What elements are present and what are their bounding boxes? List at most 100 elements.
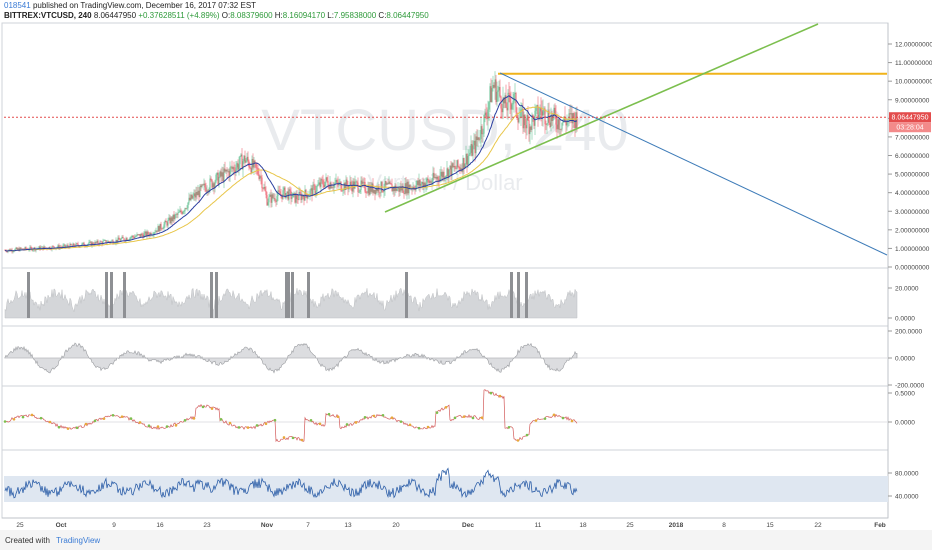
- candle-body: [119, 239, 121, 241]
- candle-body: [386, 183, 388, 185]
- candle-body: [559, 128, 561, 130]
- candle-body: [305, 189, 307, 195]
- candle-body: [73, 243, 75, 247]
- candle-body: [196, 191, 198, 196]
- downtrend-line[interactable]: [499, 72, 888, 256]
- candle-body: [428, 180, 430, 183]
- candle-body: [339, 181, 341, 183]
- candle-body: [228, 170, 230, 177]
- symbol-label[interactable]: BITTREX:VTCUSD, 240: [4, 11, 92, 20]
- time-tick-label: 23: [203, 522, 211, 529]
- momentum-marker: [156, 425, 160, 428]
- time-tick-label: Nov: [261, 522, 274, 529]
- candle-body: [278, 190, 280, 192]
- candle-body: [174, 214, 176, 220]
- candle-body: [322, 180, 324, 185]
- candle-body: [513, 93, 515, 102]
- candle-body: [233, 167, 235, 171]
- candle-body: [560, 128, 562, 130]
- candle-body: [247, 156, 249, 162]
- candle-body: [522, 108, 524, 129]
- momentum-marker: [93, 419, 97, 423]
- candle-body: [392, 187, 394, 192]
- candle-body: [136, 234, 138, 237]
- candle-body: [97, 240, 99, 244]
- candle-body: [532, 115, 534, 117]
- momentum-marker: [507, 425, 511, 429]
- candle-body: [121, 236, 123, 239]
- candle-body: [271, 194, 273, 203]
- price-tick-label: 10.00000000: [895, 79, 932, 86]
- candle-body: [194, 193, 196, 198]
- candle-body: [102, 241, 104, 245]
- candle-body: [57, 245, 59, 248]
- candle-body: [269, 194, 271, 197]
- time-axis-ticks: 25 Oct 9 16 23 Nov 7 13 20 Dec 11 18 25 2018 8 15 22 Feb: [16, 522, 885, 529]
- candle-body: [514, 93, 516, 94]
- momentum-marker: [336, 415, 340, 419]
- candle-body: [439, 176, 441, 182]
- candle-body: [176, 214, 178, 215]
- candle-body: [430, 181, 432, 183]
- rsi-series: [4, 467, 578, 499]
- candle-body: [477, 137, 479, 141]
- candle-body: [140, 233, 142, 237]
- candle-body: [398, 186, 400, 192]
- candle-body: [260, 176, 262, 178]
- watermark-description: Vertcoin / Dollar: [367, 170, 522, 195]
- candle-body: [230, 166, 232, 168]
- candle-body: [472, 145, 474, 156]
- momentum-marker: [399, 420, 403, 423]
- author-link[interactable]: 018541: [4, 1, 31, 10]
- candle-body: [561, 122, 563, 130]
- candle-body: [198, 190, 200, 198]
- momentum-marker: [516, 439, 520, 442]
- candle-body: [544, 108, 546, 125]
- ohlc-line: BITTREX:VTCUSD, 240 8.06447950 +0.376285…: [4, 11, 429, 20]
- candle-body: [259, 176, 261, 179]
- trend-drawings[interactable]: [4, 23, 888, 256]
- candle-body: [495, 79, 497, 103]
- candle-body: [39, 246, 41, 250]
- candle-body: [191, 194, 193, 199]
- candle-body: [382, 191, 384, 193]
- candle-body: [22, 248, 24, 250]
- momentum-marker: [39, 416, 43, 420]
- volume-spike: [27, 272, 30, 318]
- tradingview-logo[interactable]: TradingView: [56, 536, 101, 545]
- footer-text: Created with TradingView: [5, 536, 100, 545]
- candle-body: [279, 191, 281, 195]
- candle-body: [110, 241, 112, 243]
- chart-canvas[interactable]: VTCUSD, 240 Vertcoin / Dollar 12.0000000…: [0, 0, 932, 530]
- candle-body: [145, 231, 147, 236]
- momentum-marker: [165, 425, 169, 428]
- candle-body: [296, 194, 298, 200]
- candle-body: [464, 163, 466, 169]
- candle-body: [306, 194, 308, 199]
- candle-body: [399, 186, 401, 192]
- time-tick-label: 8: [722, 522, 726, 529]
- price-tick-label: 4.00000000: [895, 190, 930, 197]
- candle-body: [70, 243, 72, 246]
- candle-body: [503, 97, 505, 104]
- candle-body: [274, 197, 276, 201]
- candle-body: [550, 114, 552, 127]
- candle-body: [117, 237, 119, 243]
- candle-body: [254, 160, 256, 163]
- candle-body: [448, 169, 450, 179]
- indicator-axis-ticks: 20.0000 0.0000 200.0000 0.0000 -200.00000.50…: [888, 286, 925, 501]
- candle-body: [293, 192, 295, 194]
- candle-body: [139, 234, 141, 237]
- momentum-marker: [327, 412, 331, 416]
- candle-body: [184, 208, 186, 212]
- support-trendline[interactable]: [384, 23, 819, 213]
- candle-body: [53, 246, 55, 248]
- candle-body: [267, 202, 269, 206]
- candle-body: [138, 234, 140, 235]
- candle-body: [323, 184, 325, 188]
- volume-spike: [510, 272, 513, 318]
- candle-body: [285, 193, 287, 198]
- candle-body: [216, 172, 218, 175]
- candle-body: [107, 241, 109, 243]
- candle-body: [320, 179, 322, 187]
